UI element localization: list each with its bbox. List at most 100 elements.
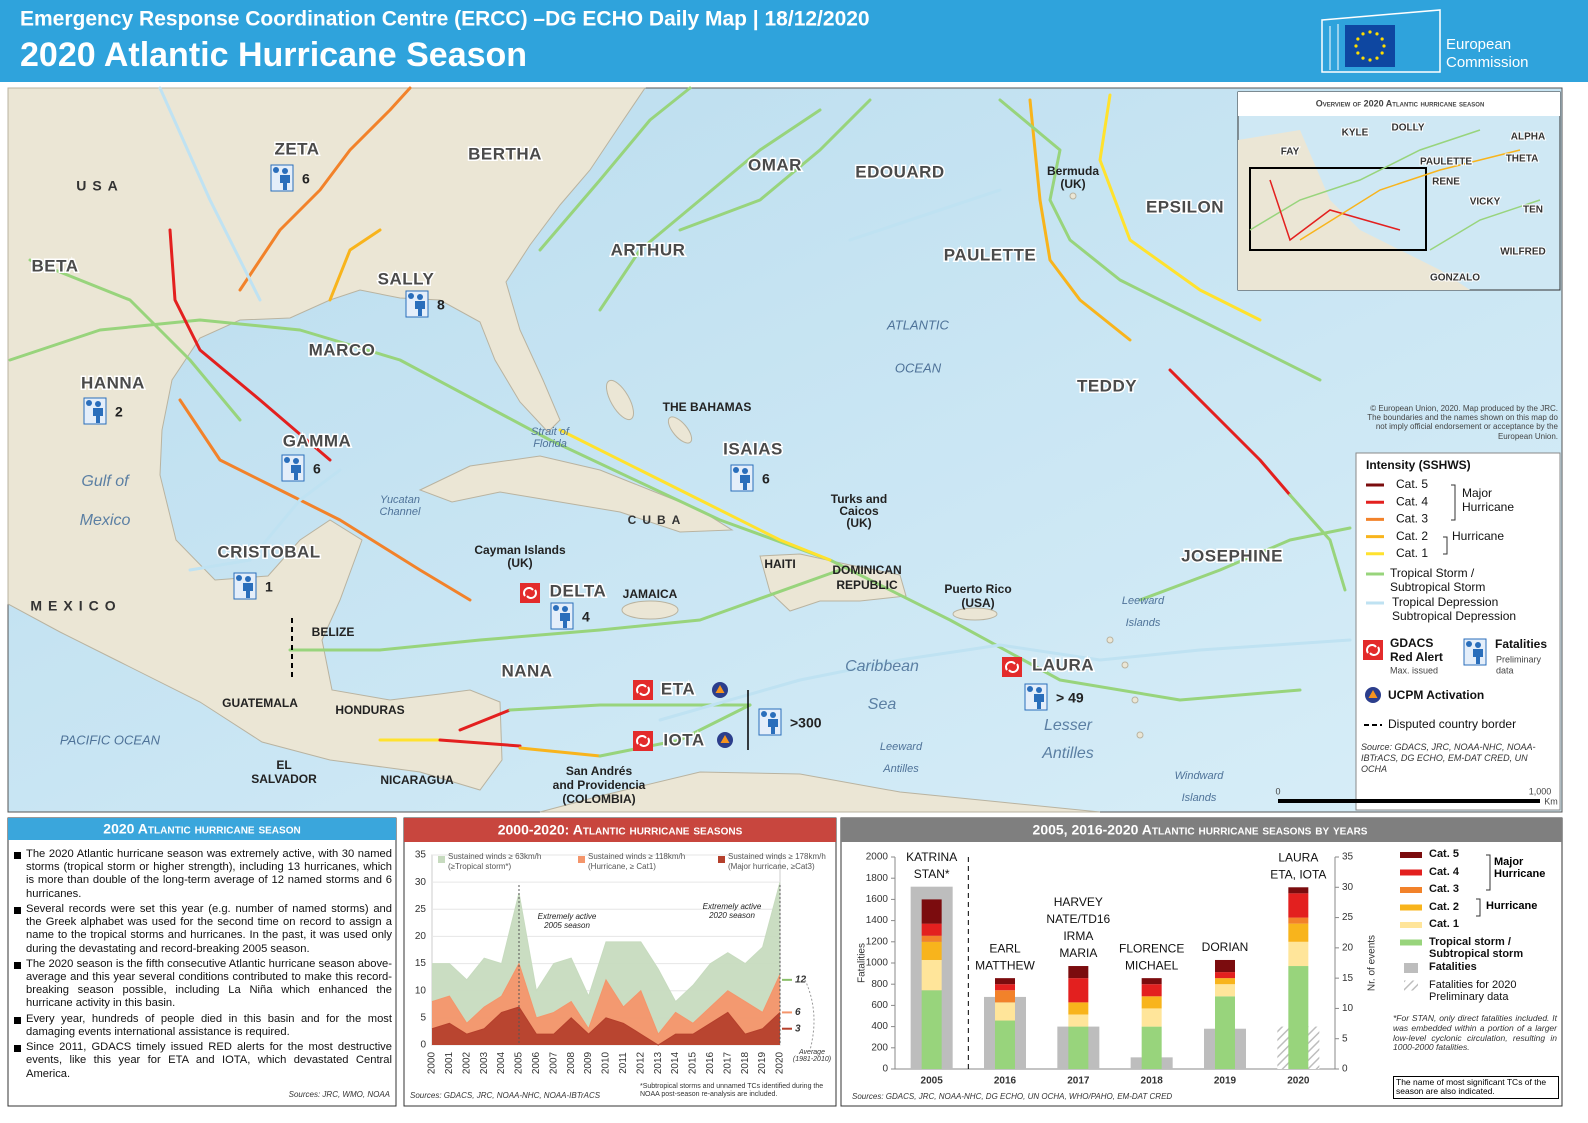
island — [1131, 696, 1139, 704]
bar-annotation: DORIAN — [1202, 940, 1249, 954]
tracks — [8, 86, 1352, 758]
place-label: EL — [276, 758, 291, 772]
fatality-icon-head — [1475, 642, 1481, 648]
header-bar — [0, 0, 1588, 82]
event-bar — [995, 984, 1015, 991]
area-line — [431, 1006, 781, 1046]
fatality-icon-head — [742, 468, 748, 474]
bar-annotation: MARIA — [1059, 946, 1097, 960]
place-label: OCEAN — [895, 360, 942, 375]
legend-item: Red Alert — [1390, 650, 1443, 664]
event-bar — [921, 941, 942, 960]
track — [1288, 493, 1347, 592]
place-label: Cayman Islands — [474, 543, 566, 557]
bar-annotation: MATTHEW — [975, 958, 1035, 972]
legend-label: Fatalities — [1429, 961, 1477, 973]
fatality-count: 4 — [582, 609, 590, 625]
cuba — [418, 455, 734, 533]
y-tick-label: 0 — [420, 1040, 426, 1051]
fatality-icon-cross — [86, 400, 92, 406]
ucpm-mark — [720, 735, 730, 743]
event-bar — [1288, 966, 1309, 1069]
legend-item: Cat. 1 — [1396, 546, 1428, 560]
fatality-icon-cross — [408, 293, 414, 299]
place-label: HONDURAS — [335, 703, 404, 717]
x-tick-label: 2011 — [618, 1052, 629, 1074]
legend-item: Disputed country border — [1388, 717, 1516, 731]
place-label: (USA) — [961, 596, 994, 610]
track — [158, 86, 262, 302]
flag-star — [1380, 51, 1384, 55]
place-label: (UK) — [846, 516, 871, 530]
fatality-icon-cross — [236, 575, 242, 581]
legend-item: Preliminary — [1496, 654, 1542, 664]
event-bar — [1141, 1008, 1162, 1027]
place-label: (UK) — [1060, 177, 1085, 191]
event-bar — [1288, 887, 1309, 894]
fatality-count: 1 — [265, 579, 273, 595]
legend-label: Cat. 5 — [1429, 848, 1459, 860]
y2-tick-label: 10 — [1342, 1003, 1354, 1014]
paragraph: Every year, hundreds of people died in t… — [14, 1012, 392, 1040]
track — [598, 108, 822, 312]
storm-name: HANNA — [81, 373, 145, 392]
place-label: Islands — [1182, 792, 1217, 804]
inset-tracks — [1249, 129, 1541, 251]
legend-item: Max. issued — [1390, 665, 1438, 675]
sources: Sources: GDACS, JRC, NOAA-NHC, NOAA-IBTr… — [410, 1091, 601, 1100]
legend-title: Intensity (SSHWS) — [1366, 458, 1471, 472]
average-label: 3 — [795, 1023, 801, 1034]
legend-label: Sustained winds ≥ 178km/h (Major hurrica… — [728, 852, 826, 872]
y-tick-label: 20 — [415, 931, 427, 942]
track — [998, 98, 1322, 382]
storm-name: GAMMA — [283, 431, 352, 450]
bar-annotation: KATRINA — [906, 850, 957, 864]
y2-axis-title: Nr. of events — [1367, 935, 1378, 991]
bar-annotation: HARVEY — [1054, 895, 1103, 909]
legend-item: Fatalities — [1495, 637, 1547, 651]
storm-name: BETA — [31, 256, 78, 275]
event-bar — [1288, 941, 1309, 967]
storm-name: PAULETTE — [944, 245, 1036, 264]
fatality-icon-body — [280, 175, 290, 190]
fatality-count: 6 — [302, 171, 310, 187]
y-tick-label: 400 — [871, 1021, 888, 1032]
paragraph: The 2020 season is the fifth consecutive… — [14, 957, 392, 1011]
fatality-icon-body — [1034, 694, 1044, 709]
place-label: Puerto Rico — [944, 582, 1011, 596]
y-tick-label: 0 — [882, 1064, 888, 1075]
x-tick-label: 2019 — [757, 1051, 768, 1074]
storm-name: ISAIAS — [723, 439, 783, 458]
gdacs-icon — [520, 583, 540, 603]
flag-star — [1356, 37, 1360, 41]
legend-group: Hurricane — [1462, 500, 1514, 514]
place-label: USA — [76, 178, 124, 194]
event-bar — [921, 899, 942, 924]
x-tick-label: 2005 — [514, 1051, 525, 1074]
track — [8, 318, 1302, 702]
y2-tick-label: 5 — [1342, 1033, 1348, 1044]
event-bar — [921, 935, 942, 942]
gdacs-swirl — [523, 587, 537, 599]
fatality-icon-cross — [1027, 686, 1033, 692]
x-tick-label: 2002 — [461, 1051, 472, 1074]
legend-item: GDACS — [1390, 636, 1433, 650]
track — [678, 98, 872, 232]
fatality-count: > 49 — [1056, 690, 1084, 706]
flag-star — [1368, 58, 1372, 62]
south-america — [539, 771, 1101, 813]
y-tick-label: 1000 — [866, 958, 889, 969]
legend-group: Hurricane — [1452, 529, 1504, 543]
event-bar — [995, 990, 1015, 1003]
storm-name: TEDDY — [1077, 376, 1137, 395]
inset-track — [1269, 179, 1401, 242]
place-label: Caribbean — [845, 658, 919, 675]
event-bar — [1068, 966, 1089, 979]
inset-storm: GONZALO — [1430, 273, 1480, 284]
fatality-count: 2 — [115, 404, 123, 420]
x-tick-label: 2016 — [705, 1051, 716, 1074]
bar-annotation: LAURA — [1278, 850, 1318, 864]
average-note: Average (1981-2010) — [792, 1049, 832, 1063]
bermuda — [1069, 192, 1077, 200]
